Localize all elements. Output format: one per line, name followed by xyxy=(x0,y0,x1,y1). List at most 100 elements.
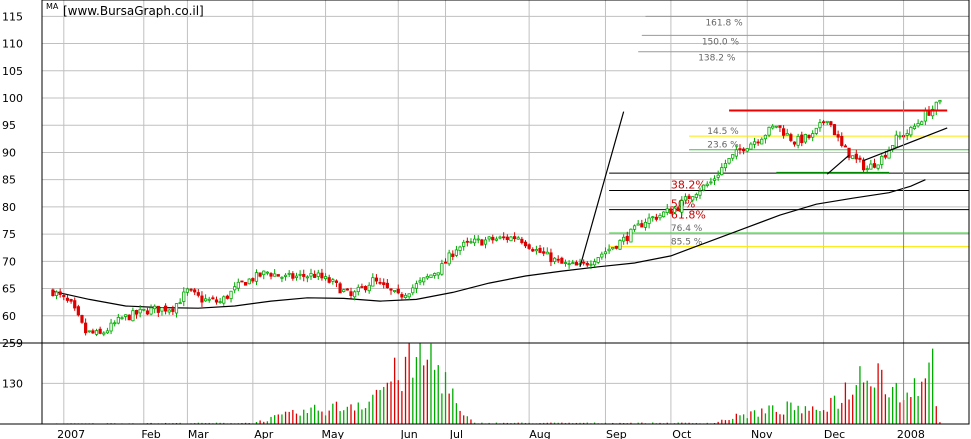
candle-body xyxy=(276,274,280,277)
candle-body xyxy=(102,332,106,335)
candle-body xyxy=(178,302,182,305)
candle-body xyxy=(909,126,913,136)
fib-extension-label: 161.8 % xyxy=(705,18,743,28)
candle-body xyxy=(411,287,415,294)
candle-body xyxy=(443,261,448,264)
candle-body xyxy=(269,273,273,277)
candle-body xyxy=(494,238,499,241)
fib-extension-label: 150.0 % xyxy=(702,37,740,47)
candle-body xyxy=(854,153,858,160)
candle-body xyxy=(694,194,698,198)
candle-body xyxy=(851,155,855,159)
plot-frame xyxy=(41,0,970,425)
candle-body xyxy=(512,236,517,240)
fib-level-label: 14.5 % xyxy=(707,127,739,137)
candle-body xyxy=(607,248,611,252)
candle-body xyxy=(821,121,826,124)
candle-body xyxy=(240,280,244,283)
candle-body xyxy=(349,291,353,297)
candle-body xyxy=(742,148,746,152)
candle-body xyxy=(625,235,629,242)
candle-body xyxy=(84,322,88,334)
candle-body xyxy=(629,228,633,243)
candle-body xyxy=(760,138,764,145)
candle-body xyxy=(643,221,648,228)
candle-body xyxy=(207,298,211,301)
candle-body xyxy=(509,236,513,242)
candle-body xyxy=(702,184,706,191)
candle-body xyxy=(69,299,73,302)
candle-body xyxy=(265,271,269,274)
candle-body xyxy=(233,286,237,291)
candle-body xyxy=(98,328,102,334)
candle-body xyxy=(825,120,829,123)
trend-line xyxy=(579,111,625,267)
moving-average-line xyxy=(52,179,926,309)
time-tick-label: Jul xyxy=(449,428,463,439)
candle-body xyxy=(185,288,190,293)
candle-body xyxy=(836,134,840,138)
candle-body xyxy=(171,308,175,312)
candle-body xyxy=(600,253,604,258)
volume-tick-label: 130 xyxy=(2,377,23,390)
candle-body xyxy=(218,301,222,304)
price-tick-label: 70 xyxy=(2,255,16,268)
candle-body xyxy=(632,225,637,230)
candle-body xyxy=(476,238,480,241)
candle-body xyxy=(163,305,168,312)
candle-body xyxy=(62,294,66,298)
candle-body xyxy=(716,174,720,178)
price-tick-label: 115 xyxy=(2,10,23,23)
candle-body xyxy=(367,284,371,292)
candle-body xyxy=(872,163,877,168)
fib-level-label: 23.6 % xyxy=(707,141,739,151)
candle-body xyxy=(65,297,70,301)
candle-body xyxy=(138,308,142,314)
candle-body xyxy=(774,125,778,128)
candle-body xyxy=(131,310,135,322)
time-tick-label: Oct xyxy=(672,428,692,439)
time-tick-label: Feb xyxy=(141,428,160,439)
candle-body xyxy=(880,155,884,165)
candle-body xyxy=(331,279,335,282)
candle-body xyxy=(302,273,306,277)
candle-body xyxy=(636,223,640,226)
candle-body xyxy=(807,134,811,139)
candle-body xyxy=(320,272,324,279)
candle-body xyxy=(931,108,935,117)
candle-body xyxy=(869,163,873,170)
candle-body xyxy=(622,236,626,242)
fib-level-label: 38.2% xyxy=(671,179,706,192)
candle-body xyxy=(258,272,262,277)
candle-body xyxy=(767,126,771,136)
candle-body xyxy=(51,289,55,297)
candle-body xyxy=(876,164,880,169)
candle-body xyxy=(109,322,113,332)
candle-body xyxy=(792,141,797,145)
candle-body xyxy=(487,236,491,240)
candle-body xyxy=(585,262,589,266)
price-tick-label: 85 xyxy=(2,174,16,187)
price-tick-label: 80 xyxy=(2,201,16,214)
candle-body xyxy=(313,273,317,278)
candle-body xyxy=(149,307,153,315)
candle-body xyxy=(905,133,909,136)
candle-body xyxy=(596,257,600,263)
candle-body xyxy=(734,149,738,157)
candle-body xyxy=(236,281,240,289)
price-tick-label: 65 xyxy=(2,283,16,296)
candle-body xyxy=(451,253,455,257)
candle-body xyxy=(294,275,299,278)
candle-body xyxy=(407,293,411,298)
candle-body xyxy=(54,291,59,296)
candle-body xyxy=(709,181,713,184)
candle-body xyxy=(76,306,80,316)
candle-body xyxy=(563,262,568,264)
candle-body xyxy=(923,110,927,122)
candle-body xyxy=(403,294,408,299)
candle-body xyxy=(345,288,349,291)
candle-body xyxy=(662,211,666,218)
price-tick-label: 90 xyxy=(2,146,16,159)
candle-body xyxy=(534,249,539,252)
candle-body xyxy=(363,286,368,291)
